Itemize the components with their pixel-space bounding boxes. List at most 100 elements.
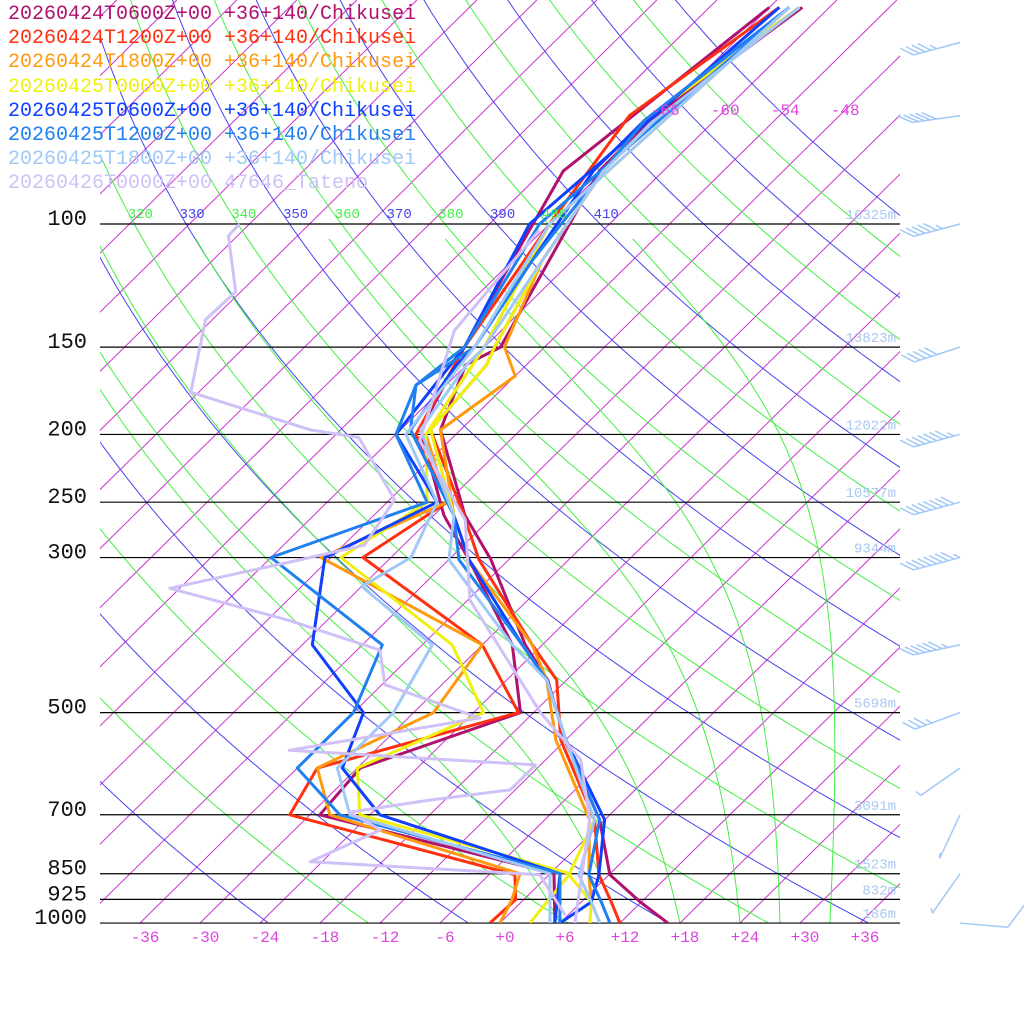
height-label: 832m [862, 883, 896, 899]
barb-feather [911, 225, 926, 234]
barb-feather [928, 431, 943, 440]
barb-feather [905, 46, 920, 55]
height-label: 12022m [846, 418, 896, 434]
isotherm-line [439, 469, 900, 923]
moist-adiabat [328, 238, 741, 923]
barb-feather [917, 42, 932, 51]
dry-adiabat [100, 780, 269, 923]
dry-adiabat [381, 0, 900, 512]
isotherm-label: -60 [711, 102, 740, 120]
barb-feather [934, 430, 949, 439]
theta-label: 390 [490, 207, 515, 223]
barb-feather [917, 434, 932, 443]
barb-feather [917, 502, 932, 511]
pressure-label: 150 [47, 330, 87, 355]
barb-feather [899, 562, 914, 571]
temperature-line-series-5 [409, 6, 791, 923]
dry-adiabat [100, 35, 900, 839]
theta-label: 400 [542, 207, 567, 223]
pressure-label: 200 [47, 417, 87, 442]
barb-feather [917, 557, 932, 566]
barb-feather [899, 439, 914, 448]
wind-barb [898, 641, 961, 656]
isotherm-line [559, 587, 900, 923]
barb-feather [899, 507, 914, 516]
isotherm-line [100, 0, 598, 491]
isotherm-line [100, 0, 298, 195]
isotherm-line [100, 0, 358, 254]
dry-adiabat [674, 0, 900, 217]
isotherm-line [100, 0, 478, 372]
height-label: 5698m [854, 697, 896, 713]
barb-feather [905, 227, 920, 236]
barb-feather [911, 436, 926, 445]
dry-adiabat [100, 153, 900, 889]
temperature-line-series-3 [429, 6, 801, 923]
theta-label: 340 [231, 207, 256, 223]
barb-feather [923, 222, 938, 231]
isotherm-line [859, 882, 900, 923]
barb-feather [940, 643, 949, 649]
isotherm-line [100, 114, 900, 904]
isotherm-line [100, 0, 718, 609]
legend-entry: 20260425T1800Z+00 +36+140/Chikusei [8, 148, 417, 172]
theta-label: 360 [335, 207, 360, 223]
barb-feather [899, 47, 914, 56]
legend: 20260424T0600Z+00 +36+140/Chikusei 202604… [8, 3, 416, 197]
barb-feather [911, 44, 926, 53]
barb-feather [911, 504, 926, 513]
dry-adiabat [100, 613, 469, 923]
dry-adiabat [171, 0, 900, 741]
wind-barb [938, 814, 961, 859]
isotherm-line [100, 55, 900, 845]
theta-label: 370 [387, 207, 412, 223]
height-label: 16325m [846, 208, 896, 224]
wind-barb [930, 873, 961, 914]
barb-staff [939, 814, 961, 859]
legend-entry: 20260425T0000Z+00 +36+140/Chikusei [8, 75, 417, 99]
barb-feather [935, 224, 943, 230]
barb-staff [920, 767, 961, 797]
barb-feather [924, 347, 938, 356]
height-label: 9344m [854, 542, 896, 558]
pressure-label: 1000 [34, 906, 87, 931]
legend-entry: 20260426T0000Z+00 47646_Tateno [8, 172, 369, 196]
pressure-levels [100, 223, 900, 924]
theta-label: 330 [179, 207, 204, 223]
barb-feather [905, 437, 920, 446]
isotherm-line [679, 705, 900, 923]
barb-feather [897, 115, 913, 124]
wind-barb [897, 111, 961, 124]
temp-tick-label: -12 [371, 929, 400, 947]
temp-tick-label: +6 [555, 929, 574, 947]
barb-feather [915, 112, 931, 121]
barb-feather [899, 229, 914, 238]
wind-barb [959, 904, 1024, 928]
isotherm-line [799, 823, 900, 923]
height-label: 1523m [854, 858, 896, 874]
wind-barbs [897, 41, 1024, 928]
legend-entry: 20260425T0600Z+00 +36+140/Chikusei [8, 99, 417, 123]
barb-feather [918, 348, 932, 358]
height-label: 13823m [846, 331, 896, 347]
barb-feather [915, 791, 922, 797]
barb-feather [902, 721, 916, 730]
temp-tick-label: +0 [495, 929, 514, 947]
moist-adiabat [632, 238, 836, 923]
barb-feather [921, 111, 937, 120]
temp-tick-label: -30 [191, 929, 220, 947]
temp-tick-label: +18 [671, 929, 700, 947]
barb-feather [916, 643, 931, 652]
legend-entry: 20260424T1800Z+00 +36+140/Chikusei [8, 51, 417, 75]
barb-feather [911, 559, 926, 568]
pressure-label: 100 [47, 207, 87, 232]
barb-feather [923, 501, 938, 510]
barb-feather [923, 433, 938, 442]
dewpoint-line-series-7 [168, 222, 567, 916]
barb-feather [923, 556, 938, 565]
barb-feather [1007, 904, 1024, 928]
pressure-label: 250 [47, 485, 87, 510]
wind-barb [902, 711, 961, 730]
temp-tick-label: +12 [611, 929, 640, 947]
